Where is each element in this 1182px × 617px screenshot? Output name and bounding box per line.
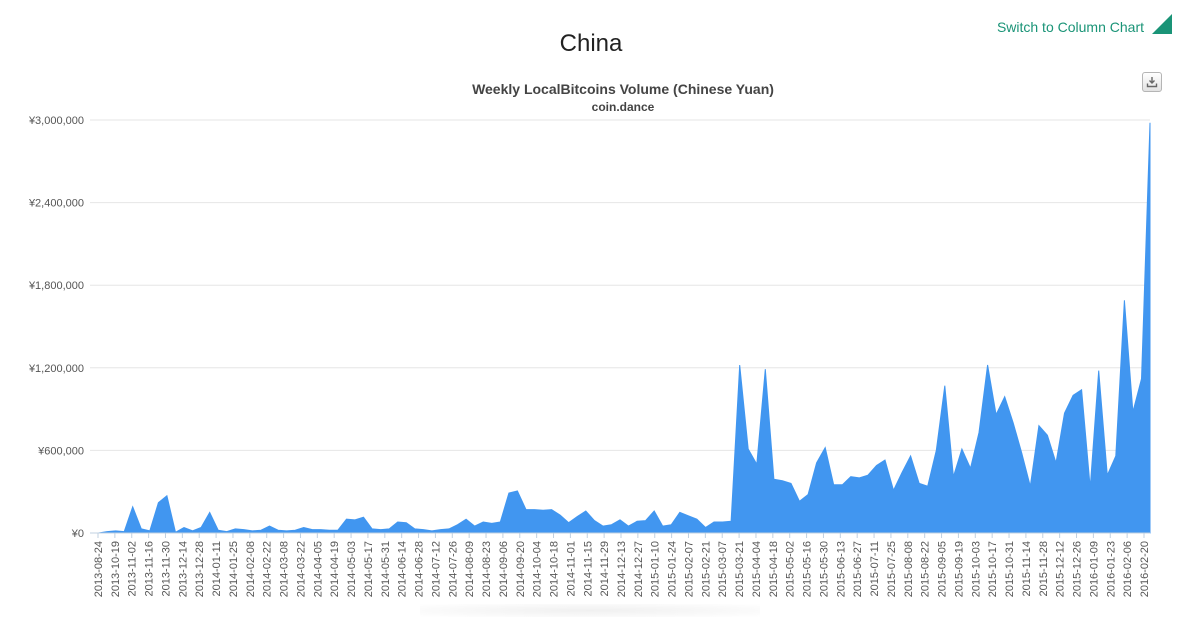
x-tick-label: 2013-08-24 xyxy=(93,541,105,597)
x-tick-label: 2014-06-28 xyxy=(414,541,426,597)
x-tick-label: 2013-11-16 xyxy=(144,541,156,596)
bottom-shadow xyxy=(420,604,760,617)
page-title: China xyxy=(559,30,623,57)
x-tick-label: 2015-04-18 xyxy=(768,541,780,597)
x-tick-label: 2014-09-20 xyxy=(515,541,527,597)
x-tick-label: 2013-12-14 xyxy=(177,541,189,597)
x-tick-label: 2015-01-24 xyxy=(667,541,679,597)
x-tick-label: 2016-02-20 xyxy=(1139,541,1151,597)
x-tick-label: 2014-01-11 xyxy=(211,541,223,596)
x-tick-label: 2014-11-29 xyxy=(599,541,611,596)
x-tick-label: 2015-03-07 xyxy=(717,541,729,597)
x-tick-label: 2015-06-13 xyxy=(835,541,847,597)
x-tick-label: 2014-06-14 xyxy=(397,541,409,597)
x-tick-label: 2014-01-25 xyxy=(228,541,240,597)
x-tick-label: 2015-03-21 xyxy=(734,541,746,597)
x-tick-label: 2014-03-08 xyxy=(279,541,291,597)
x-tick-label: 2013-12-28 xyxy=(194,541,206,597)
x-tick-label: 2014-07-26 xyxy=(447,541,459,597)
x-tick-label: 2014-08-23 xyxy=(481,541,493,597)
x-tick-label: 2015-07-25 xyxy=(886,541,898,597)
x-tick-label: 2015-04-04 xyxy=(751,541,763,597)
x-tick-label: 2015-02-21 xyxy=(700,541,712,597)
x-tick-label: 2014-02-22 xyxy=(262,541,274,597)
x-tick-label: 2014-11-15 xyxy=(582,541,594,596)
x-tick-label: 2015-05-30 xyxy=(818,541,830,597)
x-tick-label: 2016-02-06 xyxy=(1122,541,1134,597)
y-tick-label: ¥1,800,000 xyxy=(28,280,84,292)
x-tick-label: 2013-11-30 xyxy=(160,541,172,596)
grid-lines xyxy=(90,119,1150,451)
x-tick-label: 2014-04-19 xyxy=(329,541,341,597)
x-tick-label: 2015-10-03 xyxy=(970,541,982,597)
x-tick-label: 2015-10-31 xyxy=(1004,541,1016,597)
x-tick-label: 2015-09-05 xyxy=(937,541,949,597)
x-tick-label: 2015-11-28 xyxy=(1038,541,1050,596)
x-tick-label: 2014-03-22 xyxy=(295,541,307,597)
x-tick-label: 2015-01-10 xyxy=(650,541,662,597)
x-tick-label: 2014-07-12 xyxy=(430,541,442,597)
chart-subtitle: coin.dance xyxy=(592,100,655,114)
x-tick-label: 2015-05-16 xyxy=(802,541,814,597)
export-button[interactable] xyxy=(1142,72,1162,92)
x-tick-label: 2015-06-27 xyxy=(852,541,864,597)
x-tick-label: 2015-02-07 xyxy=(683,541,695,597)
x-tick-label: 2014-11-01 xyxy=(565,541,577,596)
series-area[interactable] xyxy=(90,122,1151,534)
y-tick-label: ¥2,400,000 xyxy=(28,198,84,210)
x-tick-label: 2015-08-08 xyxy=(903,541,915,597)
x-tick-label: 2015-12-12 xyxy=(1055,541,1067,597)
y-axis: ¥0 ¥600,000 ¥1,200,000 ¥1,800,000 ¥2,400,000… xyxy=(28,115,84,540)
y-tick-label: ¥3,000,000 xyxy=(28,115,84,127)
chart-title: Weekly LocalBitcoins Volume (Chinese Yua… xyxy=(472,81,774,97)
x-tick-label: 2015-10-17 xyxy=(987,541,999,597)
x-tick-label: 2015-12-26 xyxy=(1072,541,1084,597)
x-tick-label: 2015-08-22 xyxy=(920,541,932,597)
x-tick-label: 2014-05-17 xyxy=(363,541,375,597)
x-tick-label: 2014-02-08 xyxy=(245,541,257,597)
x-tick-label: 2014-12-13 xyxy=(616,541,628,597)
download-icon xyxy=(1146,77,1158,88)
x-tick-label: 2015-07-11 xyxy=(869,541,881,596)
x-tick-label: 2014-08-09 xyxy=(464,541,476,597)
x-tick-label: 2014-10-04 xyxy=(532,541,544,597)
x-tick-label: 2015-05-02 xyxy=(785,541,797,597)
x-tick-label: 2014-05-31 xyxy=(380,541,392,597)
x-tick-label: 2015-11-14 xyxy=(1021,541,1033,596)
x-tick-label: 2013-10-19 xyxy=(110,541,122,597)
y-tick-label: ¥0 xyxy=(71,528,84,540)
switch-to-column-chart-link[interactable]: Switch to Column Chart xyxy=(996,19,1144,35)
y-tick-label: ¥1,200,000 xyxy=(28,363,84,375)
x-tick-label: 2016-01-23 xyxy=(1105,541,1117,597)
x-tick-label: 2014-05-03 xyxy=(346,541,358,597)
x-tick-label: 2016-01-09 xyxy=(1088,541,1100,597)
x-tick-label: 2014-10-18 xyxy=(549,541,561,597)
x-tick-label: 2014-12-27 xyxy=(633,541,645,597)
x-tick-label: 2014-09-06 xyxy=(498,541,510,597)
x-tick-label: 2013-11-02 xyxy=(127,541,139,596)
y-tick-label: ¥600,000 xyxy=(37,445,84,457)
x-axis: 2013-08-24 2013-10-19 2013-11-02 2013-11-16… xyxy=(93,533,1151,597)
x-tick-label: 2015-09-19 xyxy=(953,541,965,597)
triangle-corner-icon xyxy=(1152,14,1172,34)
x-tick-label: 2014-04-05 xyxy=(312,541,324,597)
